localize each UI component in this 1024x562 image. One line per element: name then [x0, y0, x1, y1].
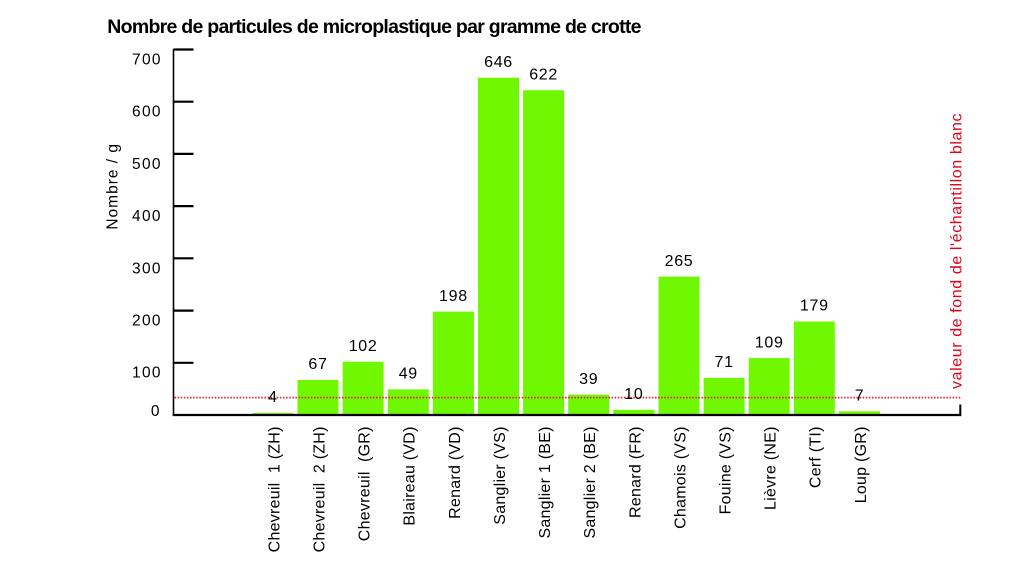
svg-text:109: 109	[755, 334, 784, 351]
svg-text:100: 100	[132, 365, 162, 382]
svg-text:Chamois (VS): Chamois (VS)	[672, 426, 689, 529]
svg-text:Sanglier 2 (BE): Sanglier 2 (BE)	[582, 426, 599, 538]
svg-text:4: 4	[268, 389, 278, 406]
svg-text:265: 265	[665, 253, 694, 270]
svg-text:198: 198	[439, 288, 468, 305]
svg-text:valeur de fond de l'échantillo: valeur de fond de l'échantillon blanc	[948, 113, 965, 389]
svg-text:500: 500	[132, 156, 162, 173]
svg-text:Chevreuil 1 (ZH): Chevreuil 1 (ZH)	[266, 426, 283, 552]
svg-text:300: 300	[132, 260, 162, 277]
svg-text:Blaireau (VD): Blaireau (VD)	[402, 426, 419, 525]
svg-text:646: 646	[484, 54, 513, 71]
svg-text:Sanglier 1 (BE): Sanglier 1 (BE)	[537, 426, 554, 538]
svg-text:67: 67	[308, 356, 327, 373]
svg-text:39: 39	[579, 371, 598, 388]
svg-text:400: 400	[132, 208, 162, 225]
svg-text:Fouine (VS): Fouine (VS)	[718, 426, 735, 514]
svg-text:Cerf (TI): Cerf (TI)	[808, 426, 825, 488]
svg-text:71: 71	[714, 354, 733, 371]
svg-text:622: 622	[529, 66, 558, 83]
svg-text:Lièvre (NE): Lièvre (NE)	[763, 426, 780, 510]
svg-text:Sanglier (VS): Sanglier (VS)	[492, 426, 509, 524]
svg-text:Renard (FR): Renard (FR)	[627, 426, 644, 518]
svg-text:700: 700	[132, 51, 162, 68]
svg-text:7: 7	[855, 388, 865, 405]
svg-text:Chevreuil 2 (ZH): Chevreuil 2 (ZH)	[311, 426, 328, 552]
svg-text:Loup (GR): Loup (GR)	[853, 426, 870, 503]
svg-text:49: 49	[399, 366, 418, 383]
svg-text:200: 200	[132, 313, 162, 330]
svg-text:102: 102	[349, 338, 378, 355]
svg-text:600: 600	[132, 104, 162, 121]
svg-text:Renard (VD): Renard (VD)	[447, 426, 464, 519]
svg-text:Nombre de particules de microp: Nombre de particules de microplastique p…	[107, 16, 641, 38]
svg-text:10: 10	[624, 386, 643, 403]
svg-text:0: 0	[151, 403, 160, 420]
svg-text:179: 179	[800, 298, 829, 315]
svg-text:Nombre / g: Nombre / g	[104, 143, 121, 230]
svg-text:Chevreuil (GR): Chevreuil (GR)	[357, 426, 374, 541]
